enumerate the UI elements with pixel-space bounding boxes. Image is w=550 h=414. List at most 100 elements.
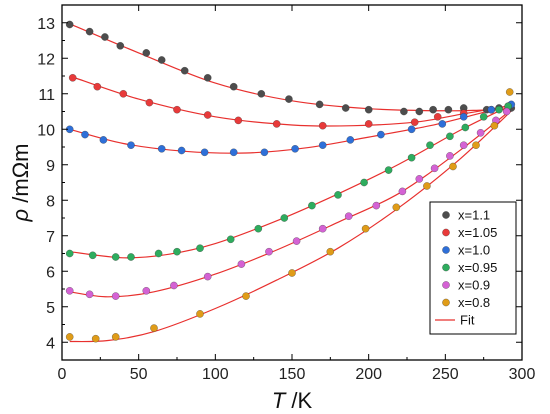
legend-marker-6 [442,298,450,307]
y-tick-label: 11 [38,87,55,104]
data-point-s3-5 [157,145,166,153]
data-point-s3-15 [438,120,447,128]
data-point-s6-14 [490,121,499,130]
x-tick-label: 250 [432,366,459,383]
data-point-s1-5 [142,49,151,57]
y-axis-symbol: ρ [8,209,33,223]
data-point-s5-18 [476,129,485,137]
legend-label-6: x=0.8 [458,295,490,310]
y-axis-title: ρ /mΩm [8,144,33,223]
data-point-s2-2 [93,82,102,91]
data-point-s5-4 [142,287,151,295]
data-point-s3-6 [177,146,186,155]
data-point-s3-3 [99,136,108,144]
data-point-s4-14 [384,166,393,174]
data-point-s2-10 [364,120,373,128]
y-tick-label: 7 [46,229,55,246]
legend: x=1.1 x=1.05 x=1.0 x=0.95 x=0.9 x=0.8 Fit [429,201,517,335]
y-tick-label: 9 [46,158,55,175]
data-point-s2-8 [272,120,281,128]
data-point-s6-10 [392,203,401,212]
data-point-s3-10 [291,145,299,153]
data-point-s1-18 [444,105,453,114]
fit-curve-5 [69,106,515,298]
data-point-s5-9 [292,237,301,245]
data-point-s1-15 [400,107,408,116]
data-point-s4-16 [426,141,434,149]
x-tick-label: 0 [58,366,67,383]
data-point-s1-16 [415,107,424,116]
data-point-s2-11 [410,118,419,126]
x-tick-label: 300 [509,366,536,383]
data-point-s4-1 [65,249,74,258]
fit-curve-4 [69,103,515,259]
y-tick-label: 13 [37,16,55,33]
fit-curve-2 [69,75,515,127]
data-point-s4-18 [461,123,470,132]
data-point-s1-3 [101,33,109,41]
y-tick-label: 8 [46,193,55,210]
data-point-s5-2 [85,290,94,299]
x-axis-symbol: T [272,388,287,413]
data-point-s4-12 [334,191,342,199]
data-point-s5-16 [446,152,454,160]
y-tick-label: 4 [46,335,55,352]
data-point-s6-9 [361,224,370,233]
plot-area [65,20,516,343]
data-point-s6-12 [449,162,457,171]
data-point-s4-15 [407,153,416,162]
data-point-s4-6 [173,247,181,256]
data-point-s1-6 [157,56,166,64]
data-point-s1-11 [285,95,293,103]
data-point-s6-15 [505,88,514,96]
data-point-s1-4 [116,42,125,50]
data-point-s5-14 [415,175,424,183]
data-point-s3-11 [318,141,327,149]
data-point-s1-10 [257,90,266,98]
data-point-s3-14 [407,125,416,134]
data-point-s6-8 [326,247,335,256]
axes: 0 50 100 150 200 250 300 4 5 6 7 8 9 10 11 12 13 [37,4,536,383]
data-point-s6-5 [196,310,204,318]
data-point-s5-13 [398,187,407,196]
data-point-s3-4 [127,141,135,149]
data-point-s5-3 [111,292,120,300]
y-tick-label: 6 [46,264,55,281]
data-point-s4-11 [308,201,316,210]
y-axis-unit: /mΩm [8,144,33,209]
data-point-s4-8 [226,235,235,244]
x-tick-label: 200 [355,366,382,383]
data-point-s1-8 [203,74,212,82]
data-point-s4-20 [495,105,503,114]
fit-curve-6 [69,107,515,343]
legend-marker-1 [442,211,450,219]
data-point-s5-17 [459,141,468,149]
x-tick-label: 100 [202,366,229,383]
data-point-s2-6 [203,111,212,119]
legend-label-2: x=1.05 [458,225,497,240]
data-point-s3-13 [377,130,385,139]
data-point-s1-2 [85,27,94,36]
legend-label-1: x=1.1 [458,208,490,223]
data-point-s5-20 [502,107,511,116]
data-point-s2-12 [433,113,442,121]
x-axis-title: T /K [272,388,313,413]
data-point-s3-9 [260,148,269,157]
data-point-s4-3 [111,253,120,261]
data-point-s1-1 [65,20,74,29]
data-point-s5-15 [430,164,439,173]
data-point-s4-10 [280,214,289,222]
legend-marker-4 [442,263,450,272]
data-point-s2-5 [173,105,181,114]
data-point-s1-9 [229,82,238,91]
data-point-s1-17 [429,105,437,114]
data-point-s6-1 [65,333,74,341]
data-point-s6-2 [91,334,100,343]
x-axis-unit: /K [285,388,312,413]
data-point-s4-9 [254,224,263,233]
y-tick-label: 5 [46,300,55,317]
data-point-s5-12 [372,201,381,210]
legend-label-3: x=1.0 [458,243,490,258]
data-point-s4-13 [360,178,368,187]
